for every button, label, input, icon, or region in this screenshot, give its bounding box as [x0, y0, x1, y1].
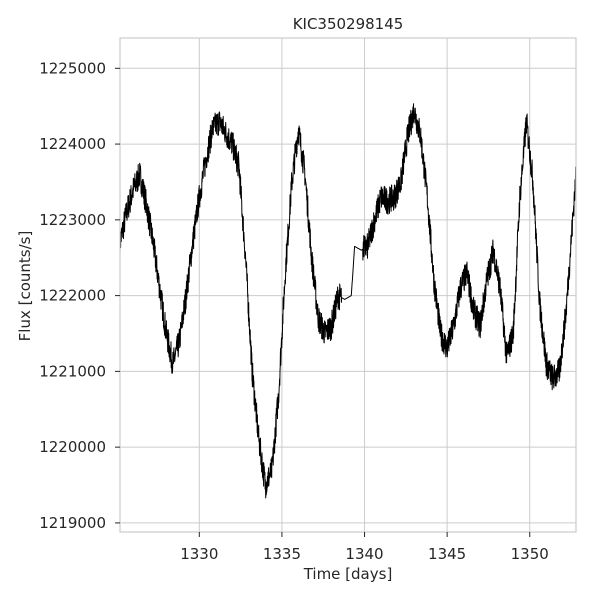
series-line	[119, 103, 577, 499]
x-tick-label: 1330	[180, 545, 218, 563]
x-tick-label: 1350	[511, 545, 549, 563]
y-axis: 1219000 1220000 1221000 1222000 1223000 12240…	[39, 59, 120, 532]
y-tick-label: 1222000	[39, 287, 106, 305]
x-tick-label: 1345	[428, 545, 466, 563]
y-tick-label: 1221000	[39, 362, 106, 380]
y-tick-label: 1220000	[39, 438, 106, 456]
x-axis-label: Time [days]	[303, 565, 393, 583]
grid-layer	[120, 38, 576, 532]
data-layer	[119, 103, 577, 499]
x-tick-label: 1335	[263, 545, 301, 563]
plot-frame	[119, 37, 577, 533]
y-tick-label: 1225000	[39, 59, 106, 77]
y-tick-label: 1219000	[39, 514, 106, 532]
chart-title: KIC350298145	[293, 15, 404, 33]
y-tick-label: 1223000	[39, 211, 106, 229]
y-axis-label: Flux [counts/s]	[16, 231, 34, 342]
y-tick-label: 1224000	[39, 135, 106, 153]
x-tick-label: 1340	[345, 545, 383, 563]
x-axis: 1330 1335 1340 1345 1350	[180, 532, 549, 563]
